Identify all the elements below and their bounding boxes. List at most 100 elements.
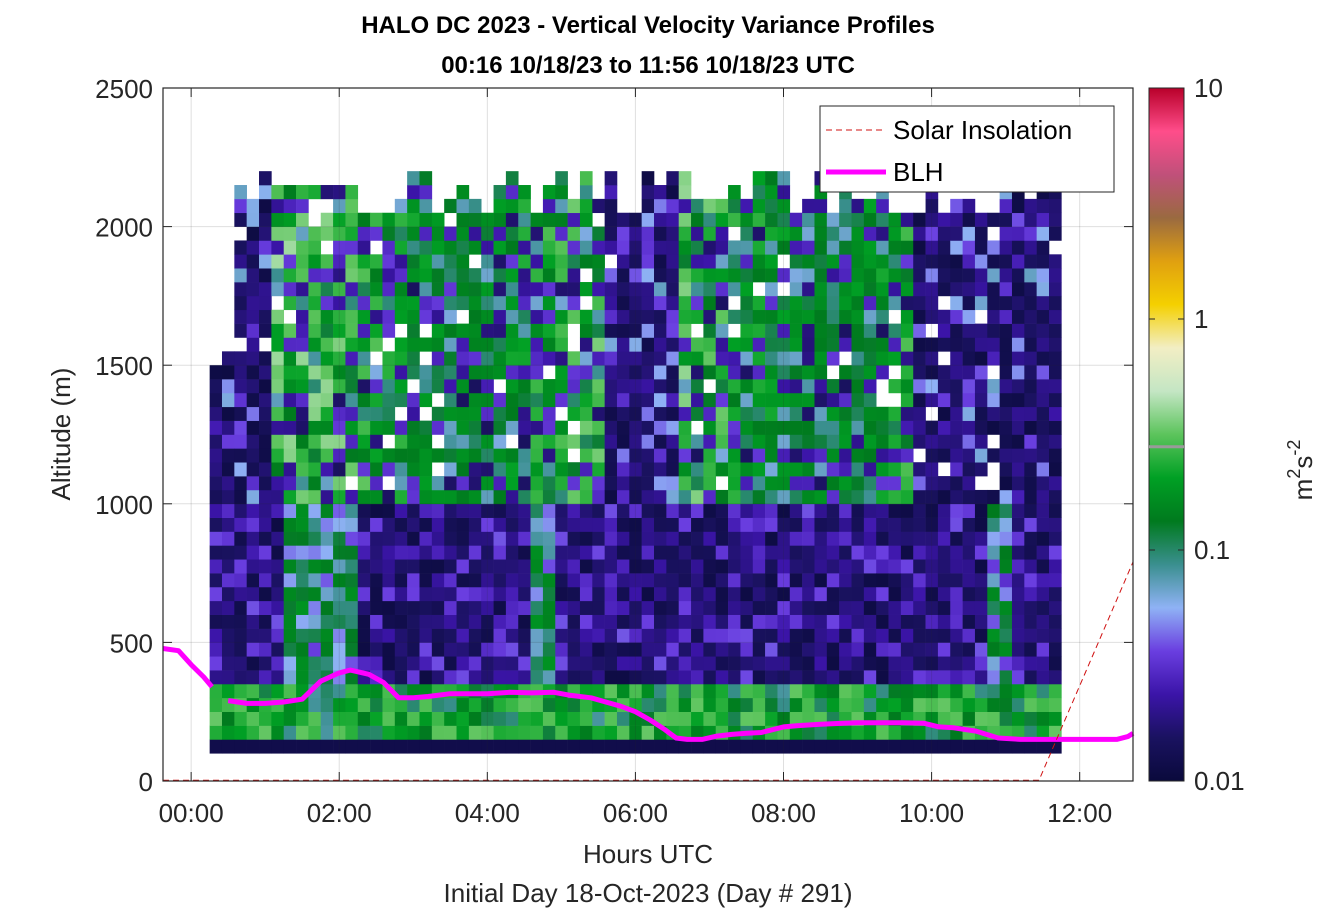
heatmap-cell — [678, 476, 692, 491]
heatmap-cell — [493, 448, 507, 463]
heatmap-cell — [370, 697, 383, 712]
heatmap-cell — [616, 670, 630, 685]
heatmap-cell — [691, 406, 704, 421]
heatmap-cell — [382, 545, 396, 560]
heatmap-cell — [259, 531, 272, 546]
heatmap-cell — [1049, 212, 1062, 227]
heatmap-cell — [1036, 476, 1050, 491]
heatmap-cell — [456, 670, 470, 685]
heatmap-cell — [320, 503, 334, 518]
heatmap-cell — [728, 711, 741, 726]
heatmap-cell — [567, 531, 581, 546]
heatmap-cell — [950, 434, 963, 449]
heatmap-cell — [518, 295, 531, 311]
heatmap-cell — [296, 711, 309, 726]
heatmap-cell — [826, 559, 840, 574]
heatmap-cell — [345, 489, 359, 505]
heatmap-cell — [900, 212, 914, 227]
heatmap-cell — [419, 171, 433, 186]
heatmap-cell — [333, 392, 346, 408]
heatmap-cell — [987, 392, 1000, 408]
heatmap-cell — [962, 628, 976, 643]
heatmap-cell — [777, 586, 791, 602]
heatmap-cell — [530, 323, 544, 338]
heatmap-cell — [259, 171, 272, 186]
heatmap-cell — [851, 462, 865, 477]
heatmap-cell — [567, 628, 581, 643]
heatmap-cell — [579, 531, 593, 546]
heatmap-cell — [271, 503, 285, 518]
heatmap-cell — [937, 323, 951, 338]
heatmap-cell — [691, 268, 704, 283]
heatmap-cell — [654, 198, 667, 214]
heatmap-cell — [937, 656, 951, 671]
heatmap-cell — [382, 739, 396, 754]
heatmap-cell — [542, 559, 556, 574]
heatmap-cell — [678, 185, 692, 200]
heatmap-cell — [209, 517, 223, 532]
heatmap-cell — [456, 198, 470, 214]
heatmap-cell — [308, 351, 322, 366]
heatmap-cell — [765, 697, 778, 712]
colorbar-tick-label: 1 — [1194, 304, 1208, 334]
heatmap-cell — [283, 614, 297, 629]
heatmap-cell — [505, 517, 519, 532]
heatmap-cell — [913, 725, 926, 740]
heatmap-cell — [654, 503, 667, 518]
heatmap-cell — [777, 420, 791, 435]
heatmap-cell — [900, 642, 914, 657]
heatmap-cell — [604, 725, 618, 740]
heatmap-cell — [567, 739, 581, 754]
heatmap-cell — [629, 670, 642, 685]
heatmap-cell — [579, 656, 593, 671]
heatmap-cell — [555, 476, 568, 491]
heatmap-cell — [1036, 309, 1050, 324]
heatmap-cell — [962, 392, 976, 408]
heatmap-cell — [1036, 725, 1050, 740]
heatmap-cell — [234, 656, 247, 671]
heatmap-cell — [308, 379, 322, 394]
heatmap-cell — [974, 656, 988, 671]
heatmap-cell — [666, 282, 679, 297]
heatmap-cell — [555, 185, 568, 200]
heatmap-cell — [666, 531, 679, 546]
heatmap-cell — [728, 600, 741, 615]
heatmap-cell — [925, 198, 939, 214]
heatmap-cell — [481, 476, 494, 491]
y-tick-label: 2500 — [95, 74, 153, 104]
heatmap-cell — [320, 351, 334, 366]
heatmap-cell — [863, 282, 877, 297]
heatmap-cell — [221, 711, 235, 726]
heatmap-cell — [616, 559, 630, 574]
heatmap-cell — [271, 254, 285, 269]
heatmap-cell — [863, 379, 877, 394]
heatmap-cell — [382, 573, 396, 588]
heatmap-cell — [296, 392, 309, 408]
heatmap-cell — [468, 517, 482, 532]
heatmap-cell — [876, 683, 889, 699]
heatmap-cell — [654, 517, 667, 532]
heatmap-cell — [765, 586, 778, 602]
heatmap-cell — [283, 503, 297, 518]
heatmap-cell — [604, 295, 618, 311]
heatmap-cell — [789, 295, 803, 311]
heatmap-cell — [456, 489, 470, 505]
heatmap-cell — [826, 725, 840, 740]
heatmap-cell — [382, 559, 396, 574]
heatmap-cell — [1036, 337, 1050, 352]
heatmap-cell — [740, 212, 754, 227]
heatmap-cell — [431, 600, 445, 615]
heatmap-cell — [1011, 739, 1025, 754]
heatmap-cell — [900, 365, 914, 380]
heatmap-cell — [320, 434, 334, 449]
heatmap-cell — [320, 517, 334, 532]
heatmap-cell — [505, 323, 519, 338]
heatmap-cell — [320, 379, 334, 394]
heatmap-cell — [592, 517, 605, 532]
heatmap-cell — [851, 586, 865, 602]
heatmap-cell — [629, 226, 642, 241]
heatmap-cell — [481, 642, 494, 657]
heatmap-cell — [913, 656, 926, 671]
heatmap-cell — [246, 642, 260, 657]
heatmap-cell — [345, 462, 359, 477]
